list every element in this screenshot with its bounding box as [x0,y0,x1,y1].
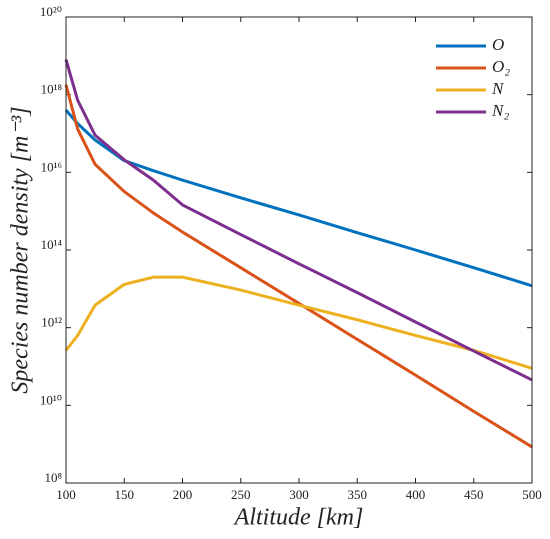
x-tick-label: 350 [348,487,368,502]
y-tick-label: 10¹⁴ [41,237,63,252]
legend-label: O [492,35,504,54]
x-tick-label: 400 [406,487,426,502]
x-tick-label: 250 [231,487,251,502]
x-axis-label: Altitude [km] [233,505,364,531]
plot-frame [65,16,533,484]
series-line [64,84,533,449]
y-tick-label: 10⁸ [44,470,62,485]
series-line [64,109,533,288]
legend-label: O₂ [492,57,510,76]
x-tick-label: 200 [173,487,193,502]
series-line [64,59,533,382]
y-tick-label: 10¹⁸ [41,82,63,97]
x-tick-label: 500 [522,487,542,502]
series-line [64,275,533,370]
legend-label: N₂ [491,101,509,120]
y-tick-label: 10¹⁶ [41,159,62,174]
y-axis-label: Species number density [m⁻³] [8,106,34,393]
y-tick-label: 10¹⁰ [40,392,62,407]
x-tick-label: 100 [56,487,76,502]
y-tick-label: 10¹² [41,315,62,330]
x-tick-label: 150 [115,487,135,502]
x-tick-label: 450 [464,487,484,502]
x-tick-label: 300 [289,487,309,502]
y-tick-label: 10²⁰ [40,4,62,19]
legend-label: N [491,79,505,98]
